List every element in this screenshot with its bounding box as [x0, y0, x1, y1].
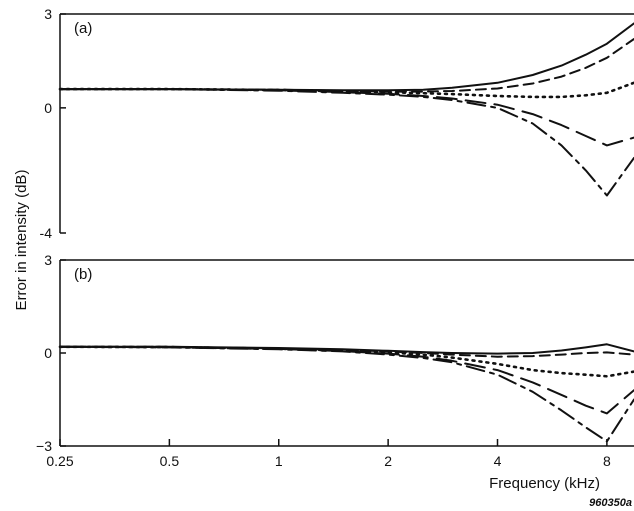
x-tick-label: 0.25: [46, 453, 73, 469]
series-line-longdash: [59, 345, 634, 415]
series-line-dashed: [59, 38, 634, 93]
series-line-longdash: [59, 88, 634, 147]
figure-id: 960350a: [589, 497, 632, 509]
panel-b: (b) 3 0 −3 0.25 0.5 1 2 4 8: [36, 252, 634, 469]
panel-a: (a) 3 0 -4: [40, 6, 634, 241]
panel-a-label: (a): [74, 20, 92, 37]
series-line-dashdot: [59, 88, 634, 197]
x-axis-title: Frequency (kHz): [489, 475, 600, 492]
y-tick-label: -4: [40, 225, 53, 241]
x-tick-label: 4: [494, 453, 502, 469]
panel-b-label: (b): [74, 266, 92, 283]
series-line-dashdot: [59, 345, 634, 443]
y-tick-label: −3: [36, 438, 52, 454]
x-tick-label: 8: [603, 453, 611, 469]
y-tick-label: 0: [44, 345, 52, 361]
x-tick-label: 0.5: [160, 453, 180, 469]
y-tick-label: 3: [44, 6, 52, 22]
x-tick-label: 1: [275, 453, 283, 469]
y-tick-label: 0: [44, 100, 52, 116]
y-axis-title: Error in intensity (dB): [13, 170, 30, 311]
y-tick-label: 3: [44, 252, 52, 268]
x-tick-label: 2: [384, 453, 392, 469]
